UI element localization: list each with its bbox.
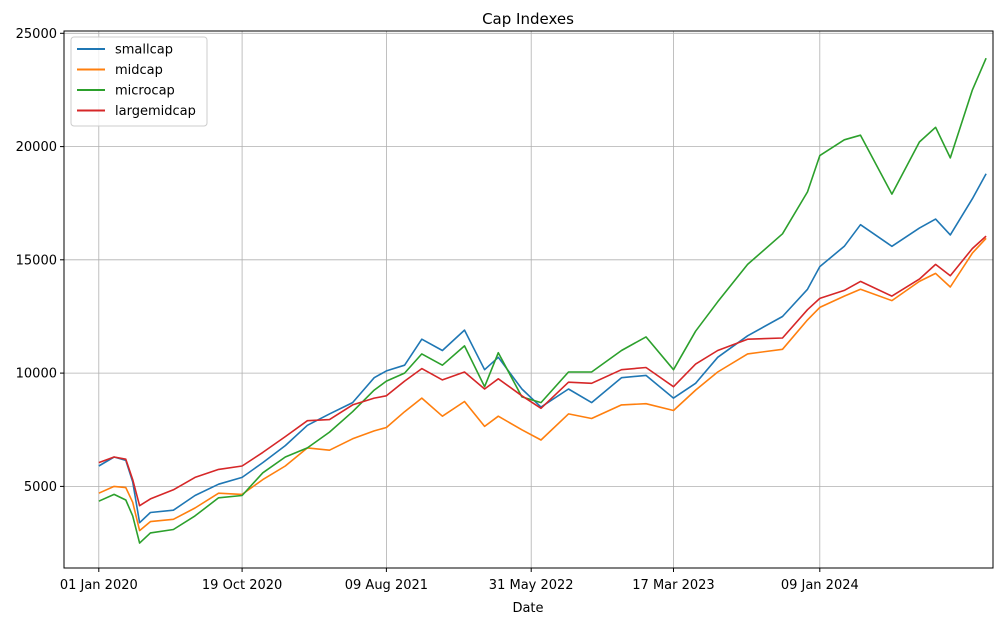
- chart-title: Cap Indexes: [482, 10, 574, 28]
- x-tick-label: 09 Aug 2021: [345, 578, 428, 593]
- x-axis-label: Date: [512, 601, 543, 616]
- legend-label-smallcap: smallcap: [115, 43, 173, 58]
- x-axis-ticks: 01 Jan 2020 19 Oct 2020 09 Aug 2021 31 May …: [60, 568, 859, 593]
- x-tick-label: 01 Jan 2020: [60, 578, 138, 593]
- series-line-midcap: [98, 237, 987, 532]
- legend-label-microcap: microcap: [115, 84, 175, 99]
- legend-label-largemidcap: largemidcap: [115, 104, 196, 119]
- series-lines: [98, 57, 987, 544]
- y-tick-label: 5000: [24, 480, 57, 495]
- series-line-largemidcap: [98, 235, 987, 507]
- x-tick-label: 31 May 2022: [489, 578, 574, 593]
- y-tick-label: 10000: [16, 367, 57, 382]
- y-tick-label: 20000: [16, 140, 57, 155]
- legend-frame: [70, 36, 208, 127]
- legend: smallcap midcap microcap largemidcap: [70, 36, 208, 127]
- x-tick-label: 19 Oct 2020: [202, 578, 282, 593]
- series-line-smallcap: [98, 173, 987, 524]
- legend-items: smallcap midcap microcap largemidcap: [77, 43, 196, 119]
- y-tick-label: 15000: [16, 253, 57, 268]
- x-tick-label: 09 Jan 2024: [781, 578, 859, 593]
- y-axis-ticks: 5000 10000 15000 20000 25000: [16, 27, 64, 495]
- y-tick-label: 25000: [16, 27, 57, 42]
- plot-frame: [63, 30, 994, 569]
- x-tick-label: 17 Mar 2023: [632, 578, 714, 593]
- legend-label-midcap: midcap: [115, 63, 163, 78]
- series-line-microcap: [98, 57, 987, 544]
